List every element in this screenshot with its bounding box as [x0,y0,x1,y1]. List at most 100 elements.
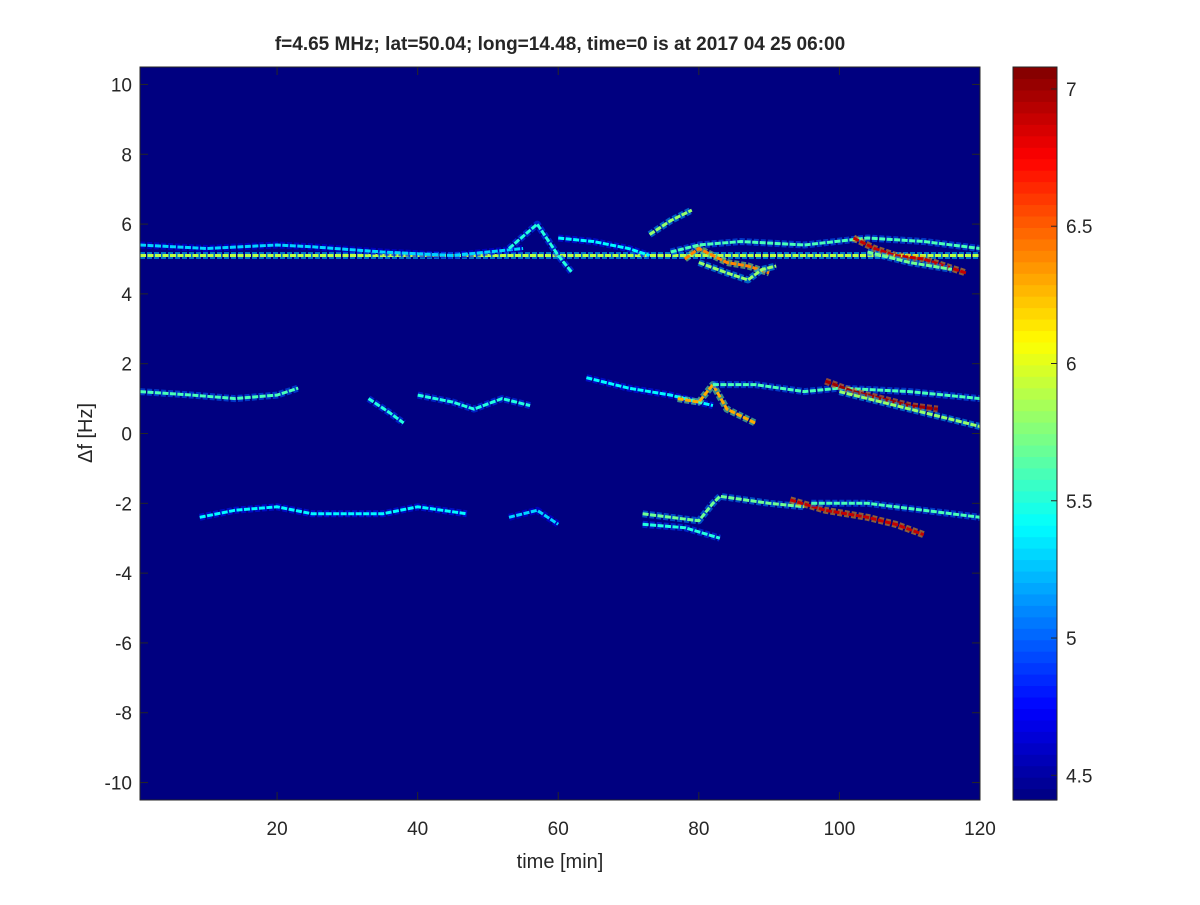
colorbar-swatch [1013,685,1057,698]
colorbar-swatch [1013,181,1057,194]
colorbar-swatch [1013,559,1057,572]
colorbar-tick-label: 4.5 [1066,766,1092,787]
colorbar-swatch [1013,410,1057,423]
colorbar-swatch [1013,422,1057,435]
colorbar-swatch [1013,215,1057,228]
trace-line [839,390,980,428]
y-tick-label: 6 [121,215,132,236]
colorbar-swatch [1013,479,1057,492]
colorbar-swatch [1013,490,1057,503]
colorbar-swatch [1013,742,1057,755]
colorbar-swatch [1013,284,1057,297]
colorbar-swatch [1013,330,1057,343]
colorbar-swatch [1013,765,1057,778]
colorbar-tick-label: 5.5 [1066,492,1092,513]
trace-line [698,261,777,282]
colorbar-swatch [1013,582,1057,595]
colorbar-swatch [1013,364,1057,377]
colorbar-swatch [1013,89,1057,102]
colorbar-swatch [1013,513,1057,526]
colorbar-swatch [1013,67,1057,80]
colorbar-swatch [1013,467,1057,480]
colorbar-swatch [1013,261,1057,274]
colorbar-swatch [1013,399,1057,412]
trace-line [140,243,524,257]
colorbar-swatch [1013,628,1057,641]
colorbar-swatch [1013,570,1057,583]
colorbar-swatch [1013,444,1057,458]
colorbar-swatch [1013,788,1057,801]
trace-line [417,393,531,411]
trace-layer [140,206,980,542]
y-axis-label: Δf [Hz] [75,403,97,463]
colorbar-swatch [1013,353,1057,366]
trace-line [677,383,756,425]
y-tick-label: -6 [115,634,132,655]
x-tick-label: 20 [267,819,288,840]
colorbar-swatch [1013,696,1057,709]
colorbar-swatch [1013,112,1057,125]
colorbar-swatch [1013,456,1057,469]
colorbar-swatch [1013,341,1057,354]
colorbar-swatch [1013,674,1057,687]
chart-title: f=4.65 MHz; lat=50.04; long=14.48, time=… [275,34,845,55]
x-tick-label: 100 [824,819,856,840]
colorbar-swatch [1013,124,1057,137]
y-tick-label: -2 [115,494,132,515]
x-axis-label: time [min] [517,851,604,873]
colorbar-swatch [1013,296,1057,309]
y-tick-label: -8 [115,704,132,725]
trace-halo [669,234,980,256]
trace-line [811,501,980,519]
colorbar-swatch [1013,376,1057,389]
y-tick-label: -10 [105,774,132,795]
trace-line [508,222,574,274]
x-tick-label: 120 [964,819,996,840]
colorbar-swatch [1013,525,1057,538]
colorbar-swatch [1013,593,1057,606]
y-tick-label: -4 [115,564,132,585]
colorbar-swatch [1013,719,1057,732]
colorbar-swatch [1013,731,1057,744]
colorbar-frame [1012,66,1058,801]
colorbar-swatch [1013,158,1057,171]
y-tick-label: 10 [111,75,132,96]
colorbar-swatch [1013,708,1057,721]
colorbar-swatch [1013,135,1057,148]
colorbar-swatch [1013,616,1057,629]
trace-line [648,208,693,236]
y-axis: -10 -8 -6 -4 -2 0 2 4 6 8 10 [105,75,980,795]
colorbar-swatch [1013,318,1057,332]
trace-line [558,236,651,257]
colorbar-swatch [1013,170,1057,183]
colorbar-tick-label: 6 [1066,354,1077,375]
colorbar-swatch [1013,651,1057,664]
trace-line [712,383,980,401]
colorbar-swatch [1013,639,1057,652]
colorbar-swatch [1013,273,1057,286]
colorbar-swatch [1013,387,1057,400]
y-tick-label: 2 [121,355,132,376]
trace-line [642,522,721,540]
trace-line [642,494,805,523]
plot-background [140,67,980,800]
colorbar-swatch [1013,307,1057,320]
trace-line [586,376,714,408]
colorbar-swatch [1013,662,1057,675]
colorbar-swatch [1013,548,1057,561]
trace-line [508,508,560,526]
colorbar-swatch [1013,147,1057,160]
x-tick-label: 60 [548,819,569,840]
colorbar-swatch [1013,204,1057,217]
trace-halo [140,241,524,259]
trace-line [683,247,770,275]
colorbar-swatch [1013,777,1057,790]
colorbar-tick-label: 5 [1066,629,1077,650]
colorbar-swatch [1013,238,1057,251]
colorbar-swatch [1013,754,1057,767]
y-tick-label: 0 [121,425,132,446]
colorbar-swatch [1013,78,1057,91]
x-tick-label: 40 [407,819,428,840]
